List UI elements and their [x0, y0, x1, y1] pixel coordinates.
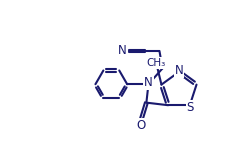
Text: N: N [117, 44, 126, 58]
Text: O: O [136, 119, 145, 132]
Text: N: N [143, 76, 152, 89]
Text: CH₃: CH₃ [146, 58, 165, 68]
Text: S: S [186, 101, 193, 114]
Text: N: N [174, 64, 183, 77]
